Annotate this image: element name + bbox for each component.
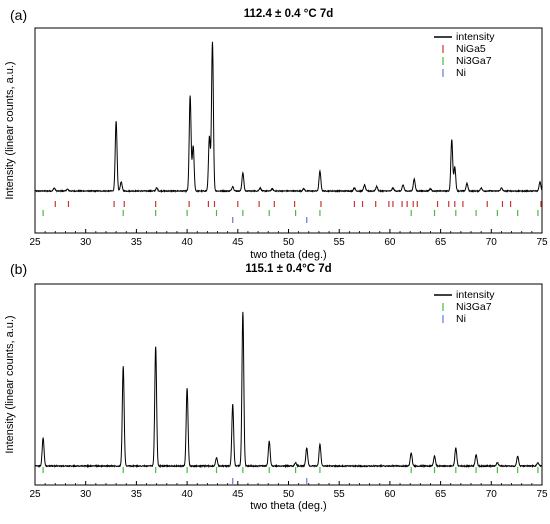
x-tick-label: 60 [384,237,396,248]
x-tick-label: 70 [486,489,498,500]
chart-panel-2: (b) 115.1 ± 0.4°C 7d 25 30 35 40 45 50 55 60 65 70 7… [4,261,548,512]
y-axis-title: Intensity (linear counts, a.u.) [4,61,16,199]
x-tick-label: 50 [283,489,295,500]
x-tick-label: 30 [80,489,92,500]
x-tick-label: 30 [80,237,92,248]
x-tick-label: 75 [536,489,548,500]
legend-label: Ni [456,67,466,79]
intensity-trace [34,311,543,469]
x-tick-label: 45 [232,489,244,500]
legend-label: intensity [456,31,495,43]
legend-label: Ni [456,313,466,325]
x-tick-label: 70 [486,237,498,248]
x-axis-title: two theta (deg.) [250,249,326,261]
x-tick-label: 55 [334,489,346,500]
x-tick-label: 35 [131,489,143,500]
y-axis-title: Intensity (linear counts, a.u.) [4,315,16,453]
chart-title: 112.4 ± 0.4 °C 7d [244,8,334,20]
legend-label: NiGa5 [456,43,486,55]
x-tick-label: 40 [182,489,194,500]
legend-label: Ni3Ga7 [456,55,492,67]
legend-label: intensity [456,289,495,301]
panel-letter: (b) [10,261,27,277]
x-axis-title: two theta (deg.) [250,500,326,512]
legend-label: Ni3Ga7 [456,301,492,313]
chart-panel-1: (a) 112.4 ± 0.4 °C 7d 25 30 35 40 45 50 55 60 65 70… [4,7,548,261]
x-tick-label: 40 [182,237,194,248]
intensity-trace [34,41,543,194]
x-tick-label: 55 [334,237,346,248]
x-tick-label: 65 [435,237,447,248]
x-tick-label: 65 [435,489,447,500]
x-tick-label: 50 [283,237,295,248]
x-tick-label: 25 [29,237,41,248]
panel-letter: (a) [10,7,27,23]
chart-title: 115.1 ± 0.4°C 7d [245,263,331,275]
x-tick-label: 60 [384,489,396,500]
x-tick-label: 75 [536,237,548,248]
x-tick-label: 35 [131,237,143,248]
plot-frame [34,283,543,486]
x-tick-label: 25 [29,489,41,500]
x-tick-label: 45 [232,237,244,248]
